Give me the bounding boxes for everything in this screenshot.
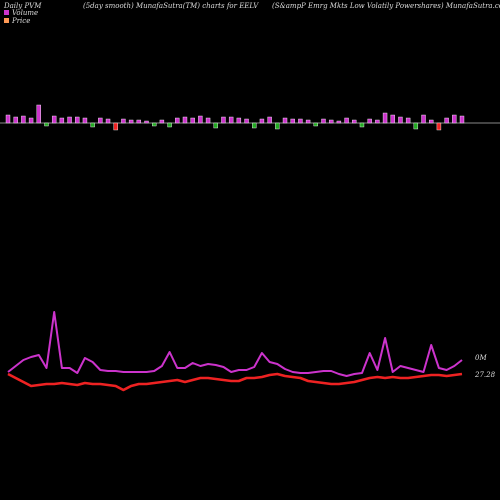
bar xyxy=(59,117,65,124)
bar xyxy=(436,122,442,131)
bar xyxy=(36,104,41,124)
bar xyxy=(236,117,242,124)
bar xyxy=(375,119,380,124)
bar xyxy=(205,117,211,124)
bar xyxy=(105,118,111,124)
bar xyxy=(267,116,272,124)
bar xyxy=(175,117,180,124)
bar xyxy=(321,118,326,124)
legend-label: Price xyxy=(11,17,30,25)
bar xyxy=(144,120,149,124)
bar xyxy=(67,116,72,124)
bar xyxy=(367,118,372,124)
bar xyxy=(259,118,265,124)
bar xyxy=(121,118,126,124)
bar xyxy=(421,114,426,124)
bar xyxy=(190,117,195,124)
bar xyxy=(452,114,457,124)
bar xyxy=(44,122,49,127)
bar xyxy=(21,115,26,124)
bar xyxy=(290,118,295,124)
bar xyxy=(75,116,80,124)
bar xyxy=(128,119,134,124)
bar xyxy=(390,114,395,124)
bar xyxy=(113,122,118,131)
bar xyxy=(244,118,249,124)
bar xyxy=(405,117,411,124)
legend-swatch xyxy=(4,18,9,23)
bar xyxy=(98,117,103,124)
bar xyxy=(182,116,188,124)
bar xyxy=(444,117,449,124)
bar xyxy=(228,116,234,124)
bar xyxy=(136,119,142,124)
legend-swatch xyxy=(4,10,9,15)
bar xyxy=(352,119,357,124)
bar xyxy=(13,116,18,124)
bar xyxy=(5,114,11,124)
chart-subtitle: (5day smooth) MunafaSutra(TM) charts for… xyxy=(83,2,259,10)
bar xyxy=(429,119,434,124)
bar xyxy=(305,119,311,124)
series-end-label: 0M xyxy=(475,354,487,362)
bar xyxy=(82,117,88,124)
bar xyxy=(28,117,34,124)
series-line xyxy=(7,372,463,392)
bar xyxy=(413,122,419,130)
bar xyxy=(336,120,342,124)
bar xyxy=(167,122,172,128)
bar xyxy=(398,116,403,124)
bar xyxy=(298,118,303,124)
bar xyxy=(51,115,57,124)
bar xyxy=(359,122,365,128)
bar xyxy=(382,112,388,124)
series-line xyxy=(7,311,463,377)
bar xyxy=(282,117,288,124)
bar xyxy=(252,122,257,129)
bar xyxy=(213,122,218,129)
bar xyxy=(313,122,318,127)
bar xyxy=(328,119,334,124)
chart-title: Daily PVM xyxy=(3,2,42,10)
series-end-label: 27.28 xyxy=(474,371,496,379)
legend-label: Volume xyxy=(12,9,38,17)
bar xyxy=(198,115,203,124)
bar xyxy=(90,122,95,128)
bar xyxy=(152,122,157,127)
chart-annotation: (S&ampP Emrg Mkts Low Volatily Powershar… xyxy=(272,2,500,10)
bar xyxy=(275,122,280,130)
bar xyxy=(221,116,226,124)
bar xyxy=(459,115,465,124)
bar xyxy=(159,119,165,124)
bar xyxy=(344,117,349,124)
